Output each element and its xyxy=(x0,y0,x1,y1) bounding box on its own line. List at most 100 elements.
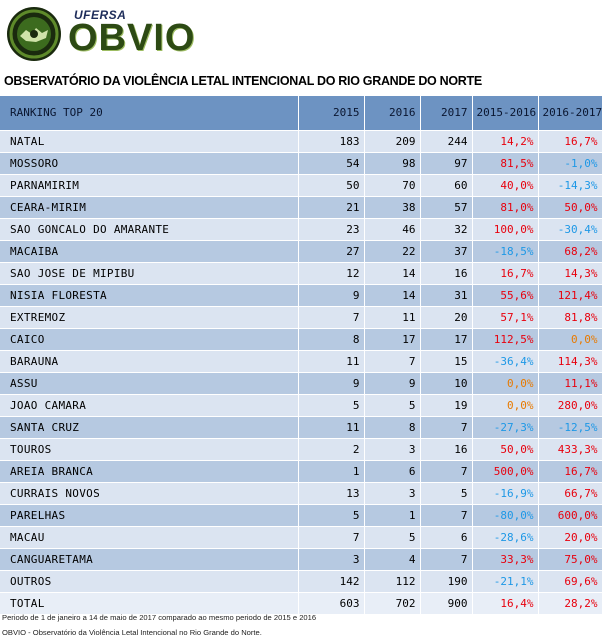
header-change-2015-2016: 2015-2016 xyxy=(472,96,539,131)
cell-2017: 17 xyxy=(420,328,473,351)
cell-municipality: MOSSORO xyxy=(0,152,299,175)
table-row: PARELHAS 5 1 7 -80,0% 600,0% xyxy=(0,504,602,527)
cell-change-2015-2016: 57,1% xyxy=(472,306,539,329)
ranking-table-body: NATAL 183 209 244 14,2% 16,7% MOSSORO 54 98 97 81,… xyxy=(0,130,602,615)
cell-municipality: CAICO xyxy=(0,328,299,351)
cell-change-2015-2016: 33,3% xyxy=(472,548,539,571)
cell-change-2016-2017: 50,0% xyxy=(538,196,602,219)
header-change-2016-2017: 2016-2017 xyxy=(538,96,602,131)
cell-2016: 46 xyxy=(364,218,421,241)
cell-2017: 97 xyxy=(420,152,473,175)
cell-2017: 19 xyxy=(420,394,473,417)
cell-2015: 11 xyxy=(298,350,365,373)
cell-change-2015-2016: 0,0% xyxy=(472,372,539,395)
cell-change-2015-2016: -16,9% xyxy=(472,482,539,505)
cell-2016: 702 xyxy=(364,592,421,615)
cell-change-2015-2016: -28,6% xyxy=(472,526,539,549)
total-row: TOTAL 603 702 900 16,4% 28,2% xyxy=(0,592,602,615)
cell-change-2016-2017: 433,3% xyxy=(538,438,602,461)
cell-change-2016-2017: 600,0% xyxy=(538,504,602,527)
cell-2016: 5 xyxy=(364,394,421,417)
cell-2015: 54 xyxy=(298,152,365,175)
table-row: SANTA CRUZ 11 8 7 -27,3% -12,5% xyxy=(0,416,602,439)
table-row: BARAUNA 11 7 15 -36,4% 114,3% xyxy=(0,350,602,373)
cell-change-2016-2017: 14,3% xyxy=(538,262,602,285)
cell-municipality: ASSU xyxy=(0,372,299,395)
cell-2015: 3 xyxy=(298,548,365,571)
cell-change-2015-2016: -18,5% xyxy=(472,240,539,263)
page-title: OBSERVATÓRIO DA VIOLÊNCIA LETAL INTENCIO… xyxy=(4,74,482,88)
cell-2015: 21 xyxy=(298,196,365,219)
cell-municipality: PARNAMIRIM xyxy=(0,174,299,197)
cell-2015: 183 xyxy=(298,130,365,153)
table-header-row: RANKING TOP 20 2015 2016 2017 2015-2016 … xyxy=(0,96,602,131)
table-row: CANGUARETAMA 3 4 7 33,3% 75,0% xyxy=(0,548,602,571)
cell-change-2015-2016: -21,1% xyxy=(472,570,539,593)
cell-change-2015-2016: 0,0% xyxy=(472,394,539,417)
cell-2015: 23 xyxy=(298,218,365,241)
cell-2017: 900 xyxy=(420,592,473,615)
cell-2016: 11 xyxy=(364,306,421,329)
cell-change-2016-2017: 66,7% xyxy=(538,482,602,505)
cell-municipality: SAO GONCALO DO AMARANTE xyxy=(0,218,299,241)
cell-municipality: CANGUARETAMA xyxy=(0,548,299,571)
obvio-logo: UFERSA OBVIO xyxy=(6,6,206,62)
cell-municipality: TOTAL xyxy=(0,592,299,615)
table-row: CEARA-MIRIM 21 38 57 81,0% 50,0% xyxy=(0,196,602,219)
cell-change-2016-2017: 16,7% xyxy=(538,130,602,153)
cell-2017: 10 xyxy=(420,372,473,395)
cell-municipality: NATAL xyxy=(0,130,299,153)
header-2016: 2016 xyxy=(364,96,421,131)
cell-change-2016-2017: -14,3% xyxy=(538,174,602,197)
cell-2015: 7 xyxy=(298,526,365,549)
cell-change-2016-2017: 0,0% xyxy=(538,328,602,351)
header-2015: 2015 xyxy=(298,96,365,131)
cell-municipality: AREIA BRANCA xyxy=(0,460,299,483)
table-row: OUTROS 142 112 190 -21,1% 69,6% xyxy=(0,570,602,593)
cell-municipality: SAO JOSE DE MIPIBU xyxy=(0,262,299,285)
cell-change-2016-2017: 68,2% xyxy=(538,240,602,263)
cell-municipality: CEARA-MIRIM xyxy=(0,196,299,219)
cell-2016: 70 xyxy=(364,174,421,197)
cell-change-2015-2016: -36,4% xyxy=(472,350,539,373)
cell-change-2015-2016: 14,2% xyxy=(472,130,539,153)
table-row: TOUROS 2 3 16 50,0% 433,3% xyxy=(0,438,602,461)
university-label: UFERSA xyxy=(74,8,127,22)
cell-2017: 7 xyxy=(420,504,473,527)
cell-change-2016-2017: 16,7% xyxy=(538,460,602,483)
table-row: SAO JOSE DE MIPIBU 12 14 16 16,7% 14,3% xyxy=(0,262,602,285)
cell-2017: 7 xyxy=(420,460,473,483)
cell-change-2016-2017: 69,6% xyxy=(538,570,602,593)
cell-municipality: PARELHAS xyxy=(0,504,299,527)
footnote-period: Periodo de 1 de janeiro a 14 de maio de … xyxy=(2,613,317,622)
cell-2016: 17 xyxy=(364,328,421,351)
cell-2017: 7 xyxy=(420,548,473,571)
cell-2016: 209 xyxy=(364,130,421,153)
cell-2016: 112 xyxy=(364,570,421,593)
cell-2017: 6 xyxy=(420,526,473,549)
cell-municipality: MACAU xyxy=(0,526,299,549)
cell-change-2016-2017: -30,4% xyxy=(538,218,602,241)
table-row: SAO GONCALO DO AMARANTE 23 46 32 100,0% -30,4… xyxy=(0,218,602,241)
cell-change-2015-2016: 100,0% xyxy=(472,218,539,241)
cell-2016: 4 xyxy=(364,548,421,571)
table-row: MACAU 7 5 6 -28,6% 20,0% xyxy=(0,526,602,549)
cell-2016: 98 xyxy=(364,152,421,175)
table-row: CURRAIS NOVOS 13 3 5 -16,9% 66,7% xyxy=(0,482,602,505)
table-row: AREIA BRANCA 1 6 7 500,0% 16,7% xyxy=(0,460,602,483)
cell-2015: 12 xyxy=(298,262,365,285)
cell-2017: 20 xyxy=(420,306,473,329)
cell-2017: 190 xyxy=(420,570,473,593)
cell-change-2015-2016: 16,7% xyxy=(472,262,539,285)
cell-municipality: TOUROS xyxy=(0,438,299,461)
cell-2015: 11 xyxy=(298,416,365,439)
cell-change-2015-2016: -27,3% xyxy=(472,416,539,439)
cell-change-2016-2017: -12,5% xyxy=(538,416,602,439)
cell-2017: 16 xyxy=(420,262,473,285)
cell-2016: 3 xyxy=(364,438,421,461)
cell-2015: 603 xyxy=(298,592,365,615)
table-row: PARNAMIRIM 50 70 60 40,0% -14,3% xyxy=(0,174,602,197)
cell-change-2015-2016: 40,0% xyxy=(472,174,539,197)
cell-2016: 1 xyxy=(364,504,421,527)
header-ranking: RANKING TOP 20 xyxy=(0,96,299,131)
